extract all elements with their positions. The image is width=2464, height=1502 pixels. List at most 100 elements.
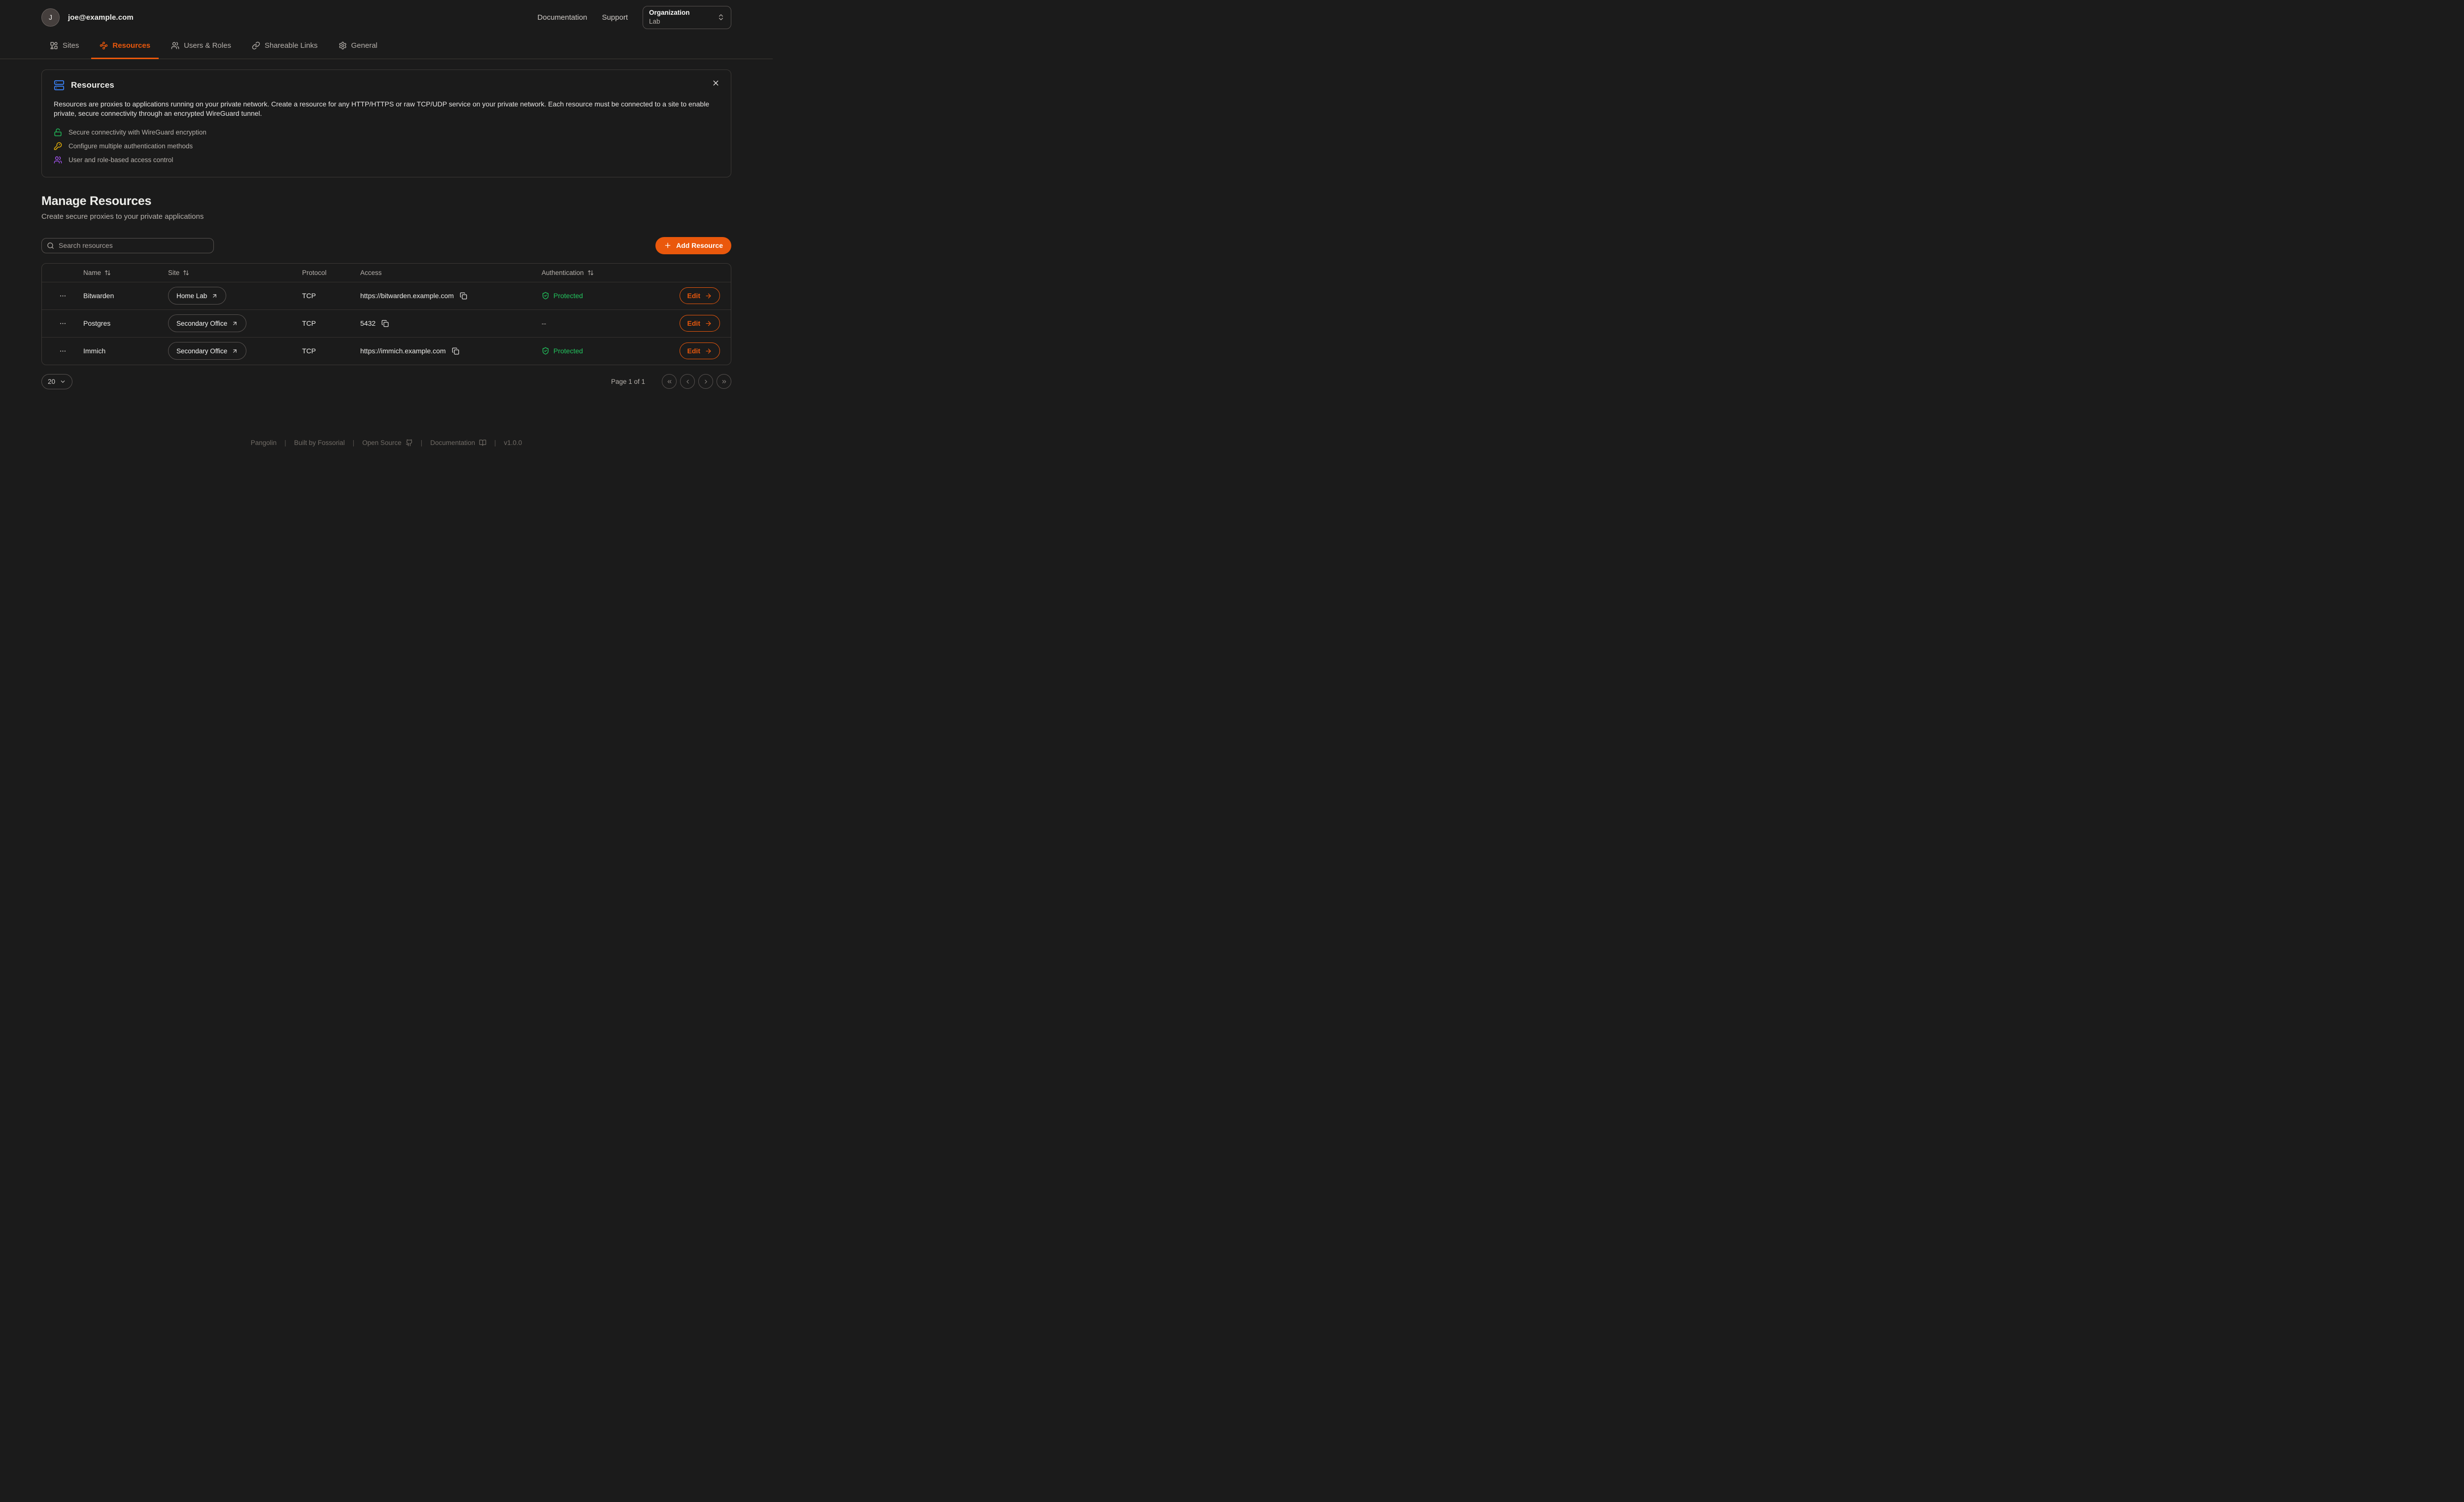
- column-label: Site: [168, 269, 180, 276]
- edit-button[interactable]: Edit: [679, 342, 720, 360]
- row-menu-button[interactable]: [42, 320, 83, 327]
- ellipsis-icon: [59, 292, 67, 300]
- site-name: Secondary Office: [176, 319, 228, 327]
- pagination-bar: 20 Page 1 of 1: [41, 374, 731, 389]
- documentation-link[interactable]: Documentation: [537, 13, 587, 22]
- topbar-links: Documentation Support Organization Lab: [537, 5, 731, 29]
- book-open-icon: [479, 439, 486, 446]
- tab-label: Sites: [63, 41, 79, 50]
- chevrons-left-icon: [666, 378, 673, 385]
- previous-page-button[interactable]: [680, 374, 695, 389]
- shield-check-icon: [542, 347, 549, 355]
- info-card-header: Resources: [54, 80, 719, 91]
- search-input[interactable]: [59, 241, 208, 250]
- arrow-right-icon: [705, 320, 712, 327]
- tab-general[interactable]: General: [330, 34, 386, 59]
- auth-status-label: Protected: [553, 292, 583, 300]
- tab-users-roles[interactable]: Users & Roles: [163, 34, 240, 59]
- search-icon: [47, 242, 54, 249]
- footer-separator: |: [494, 439, 496, 446]
- auth-status: Protected: [542, 292, 663, 300]
- key-icon: [54, 142, 62, 150]
- edit-button[interactable]: Edit: [679, 287, 720, 305]
- feature-item: User and role-based access control: [54, 156, 719, 164]
- column-header-name[interactable]: Name: [83, 269, 168, 276]
- tab-label: Shareable Links: [264, 41, 318, 50]
- auth-status-label: Protected: [553, 347, 583, 355]
- resource-access-port: 5432: [360, 319, 376, 328]
- avatar[interactable]: J: [41, 8, 60, 27]
- row-menu-button[interactable]: [42, 347, 83, 355]
- arrow-right-icon: [705, 292, 712, 300]
- info-card-description: Resources are proxies to applications ru…: [54, 100, 710, 117]
- chevron-down-icon: [60, 378, 66, 385]
- site-link-button[interactable]: Secondary Office: [168, 314, 247, 333]
- organization-value: Lab: [649, 18, 660, 25]
- footer-documentation[interactable]: Documentation: [430, 439, 486, 446]
- avatar-initial: J: [49, 13, 52, 21]
- column-header-authentication[interactable]: Authentication: [542, 269, 663, 276]
- resource-protocol: TCP: [302, 347, 316, 355]
- first-page-button[interactable]: [662, 374, 677, 389]
- gear-icon: [339, 41, 347, 50]
- column-label: Access: [360, 269, 382, 276]
- organization-text: Organization Lab: [649, 8, 713, 26]
- footer-label: Pangolin: [250, 439, 277, 446]
- footer-open-source[interactable]: Open Source: [362, 439, 413, 446]
- close-icon[interactable]: [712, 79, 720, 87]
- footer-pangolin[interactable]: Pangolin: [251, 439, 277, 446]
- tab-shareable-links[interactable]: Shareable Links: [243, 34, 326, 59]
- column-label: Name: [83, 269, 102, 276]
- tab-sites[interactable]: Sites: [41, 34, 87, 59]
- feature-text: User and role-based access control: [68, 156, 173, 164]
- footer-built-by[interactable]: Built by Fossorial: [294, 439, 345, 446]
- footer-separator: |: [352, 439, 355, 446]
- column-header-site[interactable]: Site: [168, 269, 302, 276]
- copy-icon[interactable]: [381, 320, 389, 327]
- last-page-button[interactable]: [717, 374, 731, 389]
- tab-bar: Sites Resources Users & Roles Shareable …: [0, 34, 773, 59]
- users-icon: [171, 41, 179, 50]
- edit-label: Edit: [687, 292, 700, 300]
- page-size-select[interactable]: 20: [41, 374, 73, 389]
- support-link[interactable]: Support: [602, 13, 628, 22]
- tab-label: Resources: [112, 41, 151, 50]
- resource-access-url: https://bitwarden.example.com: [360, 292, 454, 300]
- sort-icon: [183, 270, 189, 276]
- auth-status: --: [542, 319, 547, 328]
- lock-open-icon: [54, 128, 62, 137]
- table-row: Bitwarden Home Lab TCP https://bitwarden…: [42, 281, 731, 309]
- sort-icon: [104, 270, 111, 276]
- resources-table: Name Site Protocol Access Authentication: [41, 263, 731, 365]
- chevron-right-icon: [703, 378, 709, 385]
- tab-label: Users & Roles: [184, 41, 231, 50]
- page-title: Manage Resources: [41, 194, 152, 208]
- chevron-left-icon: [684, 378, 691, 385]
- link-icon: [252, 41, 260, 50]
- arrow-up-right-icon: [211, 293, 218, 299]
- feature-item: Configure multiple authentication method…: [54, 142, 719, 150]
- resource-protocol: TCP: [302, 292, 316, 300]
- resource-name: Immich: [83, 347, 106, 355]
- info-card-features: Secure connectivity with WireGuard encry…: [54, 128, 719, 164]
- footer-label: Open Source: [362, 439, 402, 446]
- site-link-button[interactable]: Secondary Office: [168, 342, 247, 360]
- user-email: joe@example.com: [68, 13, 134, 22]
- site-name: Home Lab: [176, 292, 207, 300]
- page-subtitle: Create secure proxies to your private ap…: [41, 212, 204, 221]
- edit-button[interactable]: Edit: [679, 315, 720, 332]
- copy-icon[interactable]: [460, 292, 467, 300]
- add-resource-button[interactable]: Add Resource: [655, 237, 731, 254]
- server-icon: [54, 80, 65, 91]
- pagination-controls: Page 1 of 1: [611, 374, 731, 389]
- next-page-button[interactable]: [698, 374, 713, 389]
- column-label: Protocol: [302, 269, 327, 276]
- copy-icon[interactable]: [452, 347, 459, 355]
- row-menu-button[interactable]: [42, 292, 83, 300]
- edit-label: Edit: [687, 319, 700, 328]
- organization-selector[interactable]: Organization Lab: [643, 5, 731, 29]
- footer-version: v1.0.0: [504, 439, 522, 446]
- resource-name: Bitwarden: [83, 292, 114, 300]
- tab-resources[interactable]: Resources: [91, 34, 159, 59]
- site-link-button[interactable]: Home Lab: [168, 287, 227, 305]
